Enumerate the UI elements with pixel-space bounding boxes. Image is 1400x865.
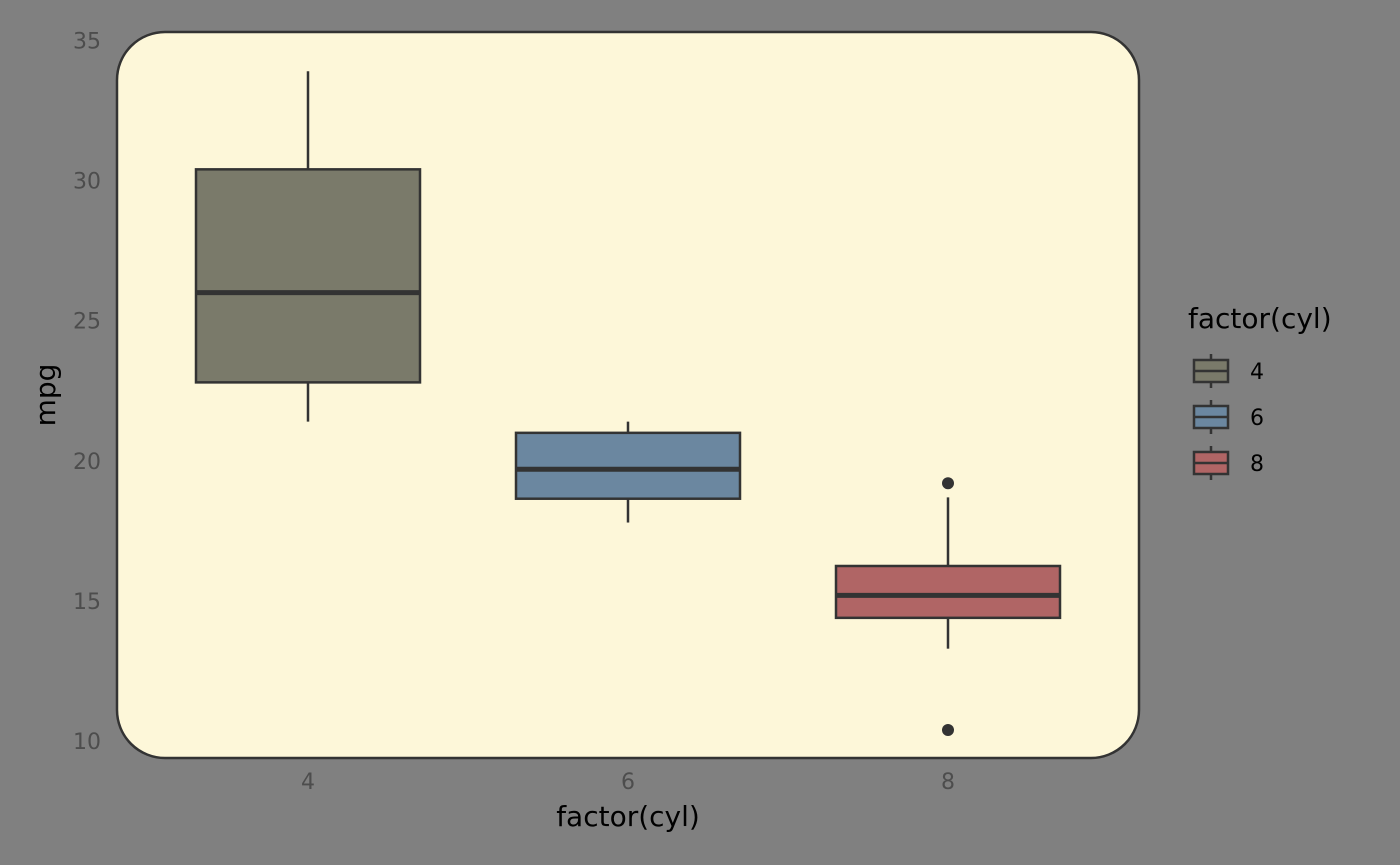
x-tick-label-8: 8 <box>941 770 955 795</box>
y-tick-label-20: 20 <box>73 450 101 475</box>
panel-background <box>115 30 1141 760</box>
y-tick-label-30: 30 <box>73 170 101 195</box>
legend-entry-6: 6 <box>1192 400 1264 434</box>
y-tick-label-35: 35 <box>73 29 101 54</box>
box-group <box>194 71 1062 736</box>
y-tick-label-15: 15 <box>73 590 101 615</box>
legend-label-4: 4 <box>1250 360 1264 385</box>
iqr-box-6 <box>514 431 742 500</box>
outlier-point-8-0 <box>942 477 954 490</box>
box-6 <box>514 421 742 523</box>
outlier-point-8-1 <box>942 723 954 736</box>
y-tick-label-25: 25 <box>73 310 101 335</box>
x-axis-ticks: 4 6 8 <box>301 770 955 795</box>
y-axis-title: mpg <box>29 364 62 427</box>
iqr-box-8 <box>834 564 1062 620</box>
x-tick-label-6: 6 <box>621 770 635 795</box>
legend-title: factor(cyl) <box>1188 302 1332 335</box>
box-8 <box>834 477 1062 736</box>
x-axis-title: factor(cyl) <box>556 800 700 833</box>
legend-label-6: 6 <box>1250 406 1264 431</box>
legend-entry-8: 8 <box>1192 446 1264 480</box>
y-tick-label-10: 10 <box>73 730 101 755</box>
legend-label-8: 8 <box>1250 452 1264 477</box>
box-4 <box>194 71 422 422</box>
legend-entry-4: 4 <box>1192 354 1264 388</box>
legend: 4 6 8 <box>1192 354 1264 480</box>
y-axis-ticks: 10 15 20 25 30 35 <box>73 29 101 755</box>
iqr-box-4 <box>194 168 422 384</box>
x-tick-label-4: 4 <box>301 770 315 795</box>
